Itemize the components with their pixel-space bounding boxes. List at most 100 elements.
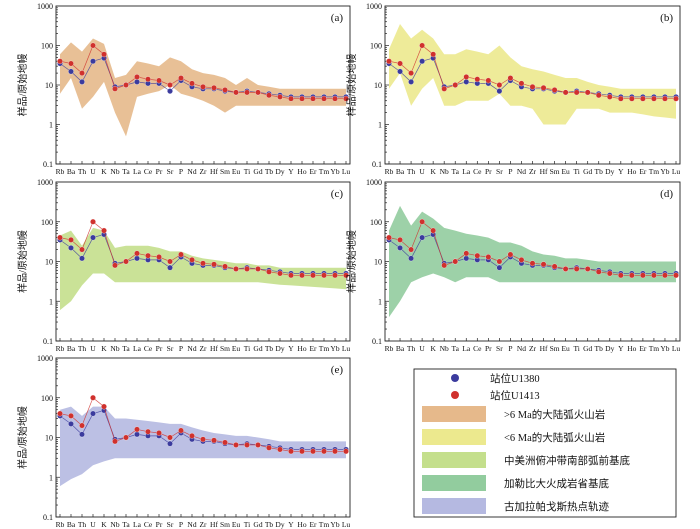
x-tick-label: Tb bbox=[265, 167, 274, 176]
legend-label: 站位U1413 bbox=[490, 389, 540, 402]
x-tick-label: Yb bbox=[660, 344, 669, 353]
x-tick-label: Pr bbox=[156, 344, 163, 353]
x-tick-label: Ba bbox=[396, 344, 405, 353]
x-tick-label: Sr bbox=[496, 344, 503, 353]
data-point bbox=[178, 75, 184, 81]
legend-label: 古加拉帕戈斯热点轨迹 bbox=[504, 500, 609, 513]
y-tick-label: 10 bbox=[45, 81, 53, 90]
data-point bbox=[222, 439, 228, 446]
data-point bbox=[178, 251, 184, 258]
x-tick-label: Er bbox=[309, 520, 317, 529]
x-tick-label: Ba bbox=[396, 167, 405, 176]
data-point bbox=[145, 252, 151, 259]
data-point bbox=[189, 433, 195, 439]
data-point bbox=[189, 257, 195, 263]
data-point bbox=[628, 272, 635, 279]
data-point bbox=[255, 266, 261, 272]
y-tick-label: 10 bbox=[374, 81, 382, 90]
legend-entry-5: 中美洲俯冲带南部弧前基底 bbox=[422, 452, 630, 468]
panel-label: (a) bbox=[331, 12, 344, 24]
data-point bbox=[321, 448, 327, 455]
x-tick-label: La bbox=[462, 167, 471, 176]
data-point bbox=[518, 80, 525, 87]
data-point bbox=[288, 272, 294, 279]
x-tick-label: Sr bbox=[167, 167, 174, 176]
legend-label: >6 Ma的大陆弧火山岩 bbox=[504, 408, 605, 421]
data-point bbox=[310, 272, 316, 279]
data-point bbox=[408, 255, 414, 262]
data-point bbox=[551, 263, 558, 270]
data-point bbox=[430, 227, 437, 234]
x-tick-label: Er bbox=[309, 344, 317, 353]
panel-label: (e) bbox=[331, 364, 344, 376]
data-point bbox=[343, 95, 349, 102]
x-tick-label: Ti bbox=[573, 167, 579, 176]
data-point bbox=[68, 60, 74, 67]
data-point bbox=[595, 268, 602, 275]
data-point bbox=[474, 76, 481, 83]
x-tick-label: Ba bbox=[67, 344, 76, 353]
data-point bbox=[551, 87, 558, 93]
x-tick-label: Zr bbox=[199, 520, 207, 529]
data-point bbox=[463, 250, 470, 257]
x-tick-label: Ti bbox=[573, 344, 579, 353]
data-point bbox=[57, 58, 63, 65]
data-point bbox=[134, 431, 140, 438]
x-tick-label: Nd bbox=[517, 344, 526, 353]
x-tick-label: Y bbox=[288, 520, 294, 529]
data-point bbox=[419, 218, 425, 225]
x-tick-label: P bbox=[179, 167, 183, 176]
x-tick-label: K bbox=[101, 520, 107, 529]
x-tick-label: Nb bbox=[440, 167, 449, 176]
data-point bbox=[145, 76, 151, 83]
x-tick-label: Rb bbox=[385, 167, 394, 176]
y-tick-label: 0.1 bbox=[372, 160, 382, 169]
chart-panel-3: 0.1 1 10 100 1000 样品/原始地幔 Rb Ba Th U K Nb Ta La Ce Pr Sr… bbox=[16, 178, 351, 353]
x-tick-label: Ti bbox=[244, 344, 250, 353]
x-tick-label: Zr bbox=[529, 167, 537, 176]
data-point bbox=[299, 448, 305, 455]
legend-swatch bbox=[422, 475, 486, 491]
data-point bbox=[299, 272, 305, 279]
x-tick-label: Lu bbox=[342, 167, 351, 176]
x-tick-label: Sr bbox=[167, 344, 174, 353]
data-point bbox=[167, 82, 173, 88]
x-tick-label: Rb bbox=[56, 520, 65, 529]
data-point bbox=[332, 95, 338, 102]
x-tick-label: Er bbox=[309, 167, 317, 176]
data-point bbox=[167, 440, 173, 447]
x-tick-label: Ho bbox=[297, 344, 306, 353]
y-tick-label: 0.1 bbox=[372, 337, 382, 346]
legend-swatch bbox=[422, 429, 486, 445]
x-tick-label: U bbox=[90, 167, 96, 176]
x-tick-label: Lu bbox=[342, 520, 351, 529]
data-point bbox=[266, 444, 272, 451]
x-tick-label: Sm bbox=[220, 520, 230, 529]
data-point bbox=[441, 85, 448, 92]
data-point bbox=[167, 258, 173, 265]
data-point bbox=[255, 442, 261, 448]
y-tick-label: 1000 bbox=[366, 178, 382, 187]
data-point bbox=[573, 89, 580, 96]
y-axis-label: 样品/原始地幔 bbox=[345, 54, 358, 117]
data-point bbox=[463, 255, 470, 262]
data-point bbox=[134, 79, 140, 85]
data-point bbox=[123, 82, 129, 88]
data-point bbox=[211, 437, 217, 444]
x-tick-label: Sr bbox=[167, 520, 174, 529]
data-point bbox=[90, 218, 96, 225]
x-tick-label: Rb bbox=[385, 344, 394, 353]
x-tick-label: Dy bbox=[275, 344, 284, 353]
data-point bbox=[507, 251, 514, 258]
data-point bbox=[584, 266, 591, 272]
data-point bbox=[321, 95, 327, 102]
data-point bbox=[156, 430, 162, 436]
data-point bbox=[496, 82, 503, 88]
data-point bbox=[112, 262, 118, 269]
y-tick-label: 1 bbox=[378, 121, 382, 130]
data-point bbox=[79, 431, 85, 438]
x-tick-label: U bbox=[419, 167, 425, 176]
x-tick-label: Yb bbox=[330, 167, 339, 176]
